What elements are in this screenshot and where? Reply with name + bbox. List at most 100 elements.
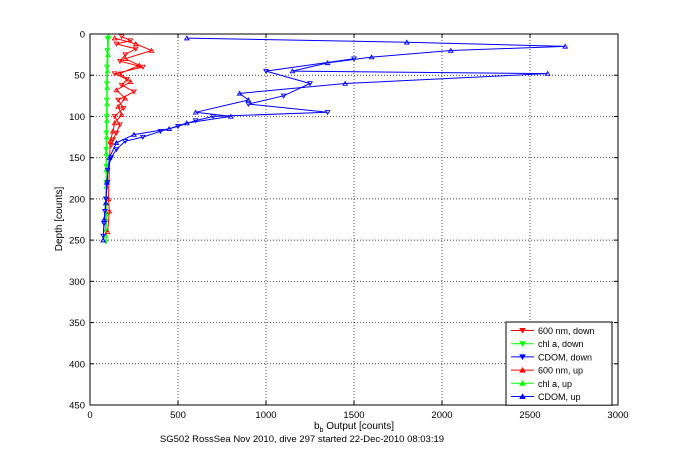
- data-point: [120, 105, 127, 112]
- x-tick-label: 1000: [255, 410, 276, 421]
- legend: 600 nm, down chl a, down CDOM, down 600 nm,…: [505, 321, 613, 406]
- data-point: [118, 34, 125, 40]
- ticks: 0 500 1000 1500 2000 2500 3000 0 50 100 150 200 250 3…: [69, 30, 628, 422]
- data-point: [111, 71, 118, 77]
- data-point: [342, 80, 349, 86]
- data-point: [127, 78, 134, 85]
- data-point: [280, 93, 287, 99]
- data-point: [227, 113, 234, 119]
- data-point: [113, 41, 120, 47]
- data-point: [100, 237, 107, 243]
- data-point: [127, 38, 134, 44]
- data-point: [131, 89, 137, 95]
- data-point: [103, 81, 110, 87]
- data-point: [245, 97, 252, 103]
- legend-box: [505, 321, 613, 406]
- y-tick-label: 450: [69, 401, 85, 412]
- x-axis-label-rest: Output [counts]: [323, 421, 394, 432]
- legend-item: chl a, down: [511, 339, 584, 349]
- x-tick-label: 0: [87, 410, 92, 421]
- data-point: [116, 70, 123, 76]
- data-point: [115, 103, 122, 109]
- chart-caption: SG502 RossSea Nov 2010, dive 297 started…: [160, 434, 444, 445]
- data-point: [136, 62, 143, 68]
- legend-marker: [519, 341, 526, 347]
- data-point: [289, 68, 296, 74]
- data-point: [122, 55, 129, 61]
- data-point: [131, 131, 137, 137]
- legend-label: CDOM, down: [538, 352, 592, 362]
- data-point: [544, 70, 551, 76]
- data-point: [104, 68, 111, 74]
- data-point: [139, 134, 146, 140]
- x-tick-label: 500: [170, 410, 186, 421]
- series-0: [108, 34, 146, 149]
- x-tick-label: 2000: [431, 410, 452, 421]
- data-point: [103, 150, 110, 156]
- legend-item: 600 nm, up: [511, 366, 583, 376]
- data-point: [113, 139, 120, 146]
- x-tick-label: 3000: [607, 410, 628, 421]
- y-tick-label: 0: [80, 30, 85, 41]
- data-point: [101, 216, 108, 222]
- data-point: [403, 39, 410, 45]
- data-point: [118, 111, 125, 118]
- data-point: [102, 200, 109, 206]
- data-point: [116, 58, 123, 65]
- legend-marker: [519, 380, 526, 386]
- data-point: [122, 52, 129, 58]
- x-tick-label: 2500: [519, 410, 540, 421]
- x-axis-label-sub: b: [320, 427, 324, 434]
- data-point: [183, 35, 190, 41]
- data-point: [132, 41, 139, 47]
- data-point: [192, 109, 199, 115]
- legend-marker: [519, 366, 526, 373]
- data-point: [113, 87, 120, 93]
- data-point: [107, 138, 114, 144]
- data-point: [116, 122, 123, 128]
- data-point: [148, 47, 155, 53]
- legend-marker: [519, 354, 526, 361]
- data-point: [111, 35, 118, 41]
- legend-marker: [519, 328, 526, 334]
- x-tick-label: 1500: [343, 410, 364, 421]
- data-point: [122, 95, 129, 101]
- data-point: [113, 147, 120, 153]
- data-point: [103, 117, 110, 123]
- x-axis-label-main: b: [314, 421, 320, 432]
- y-tick-label: 350: [69, 318, 85, 329]
- data-point: [103, 134, 110, 140]
- data-point: [108, 155, 115, 161]
- data-point: [236, 90, 243, 96]
- grid: [90, 34, 618, 405]
- data-point: [104, 228, 111, 235]
- legend-item: 600 nm, down: [511, 326, 595, 336]
- data-point: [324, 110, 331, 116]
- data-point: [447, 47, 454, 53]
- data-point: [122, 138, 129, 145]
- data-point: [105, 33, 112, 39]
- data-point: [111, 114, 118, 120]
- legend-item: CDOM, down: [511, 352, 592, 362]
- y-axis-label: Depth [counts]: [54, 187, 65, 252]
- legend-label: chl a, up: [538, 379, 572, 389]
- data-point: [106, 208, 113, 214]
- data-point: [157, 129, 164, 135]
- data-point: [109, 137, 116, 143]
- data-point: [104, 51, 111, 57]
- legend-label: 600 nm, up: [538, 366, 583, 376]
- data-point: [368, 54, 375, 60]
- series-line: [102, 37, 566, 241]
- series-line: [107, 37, 154, 232]
- legend-item: chl a, up: [511, 379, 572, 389]
- data-point: [132, 46, 139, 52]
- data-point: [115, 97, 122, 103]
- y-tick-label: 150: [69, 153, 85, 164]
- legend-marker: [519, 393, 526, 399]
- data-point: [562, 43, 569, 49]
- data-point: [106, 154, 113, 160]
- data-point: [118, 82, 125, 88]
- legend-label: CDOM, up: [538, 392, 581, 402]
- series-layer: [100, 33, 569, 245]
